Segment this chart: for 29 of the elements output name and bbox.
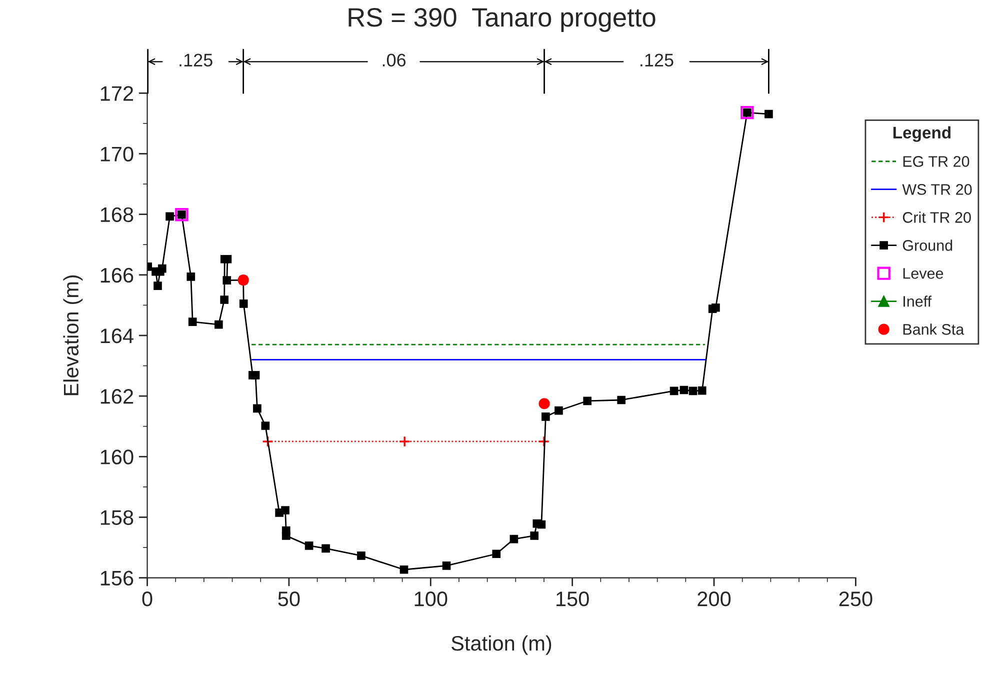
x-tick-label: 150	[556, 592, 589, 606]
legend-label: Ineff	[904, 296, 932, 307]
legend-label: Levee	[903, 268, 944, 279]
legend-label: EG TR 20	[903, 156, 970, 167]
text: .06	[382, 54, 406, 66]
y-tick-label: 162	[100, 389, 134, 404]
x-tick-label: 100	[414, 592, 448, 606]
legend-label: Bank Sta	[903, 324, 964, 335]
text: .125	[640, 54, 674, 66]
x-axis-title: Station (m)	[451, 635, 552, 655]
y-tick-label: 164	[100, 328, 134, 344]
chart-title: RS = 390 Tanaro progetto	[348, 8, 656, 32]
y-tick-label: 172	[100, 86, 134, 101]
legend-label: WS TR 20	[902, 184, 972, 195]
x-tick-label: 250	[839, 592, 872, 606]
x-tick-label: 0	[142, 592, 152, 606]
y-tick-label: 156	[100, 570, 134, 586]
y-axis-title: Elevation (m)	[63, 275, 83, 396]
y-tick-label: 168	[100, 207, 134, 222]
y-tick-label: 166	[100, 268, 134, 283]
y-tick-label: 160	[100, 450, 134, 464]
text: .125	[180, 54, 212, 66]
y-tick-label: 158	[100, 510, 134, 525]
y-tick-label: 170	[100, 146, 134, 162]
legend-title: Legend	[893, 126, 950, 142]
legend-label: Ground	[902, 240, 952, 251]
legend-label: Crit TR 20	[902, 212, 971, 223]
x-tick-label: 200	[698, 592, 731, 606]
x-tick-label: 50	[278, 592, 300, 606]
